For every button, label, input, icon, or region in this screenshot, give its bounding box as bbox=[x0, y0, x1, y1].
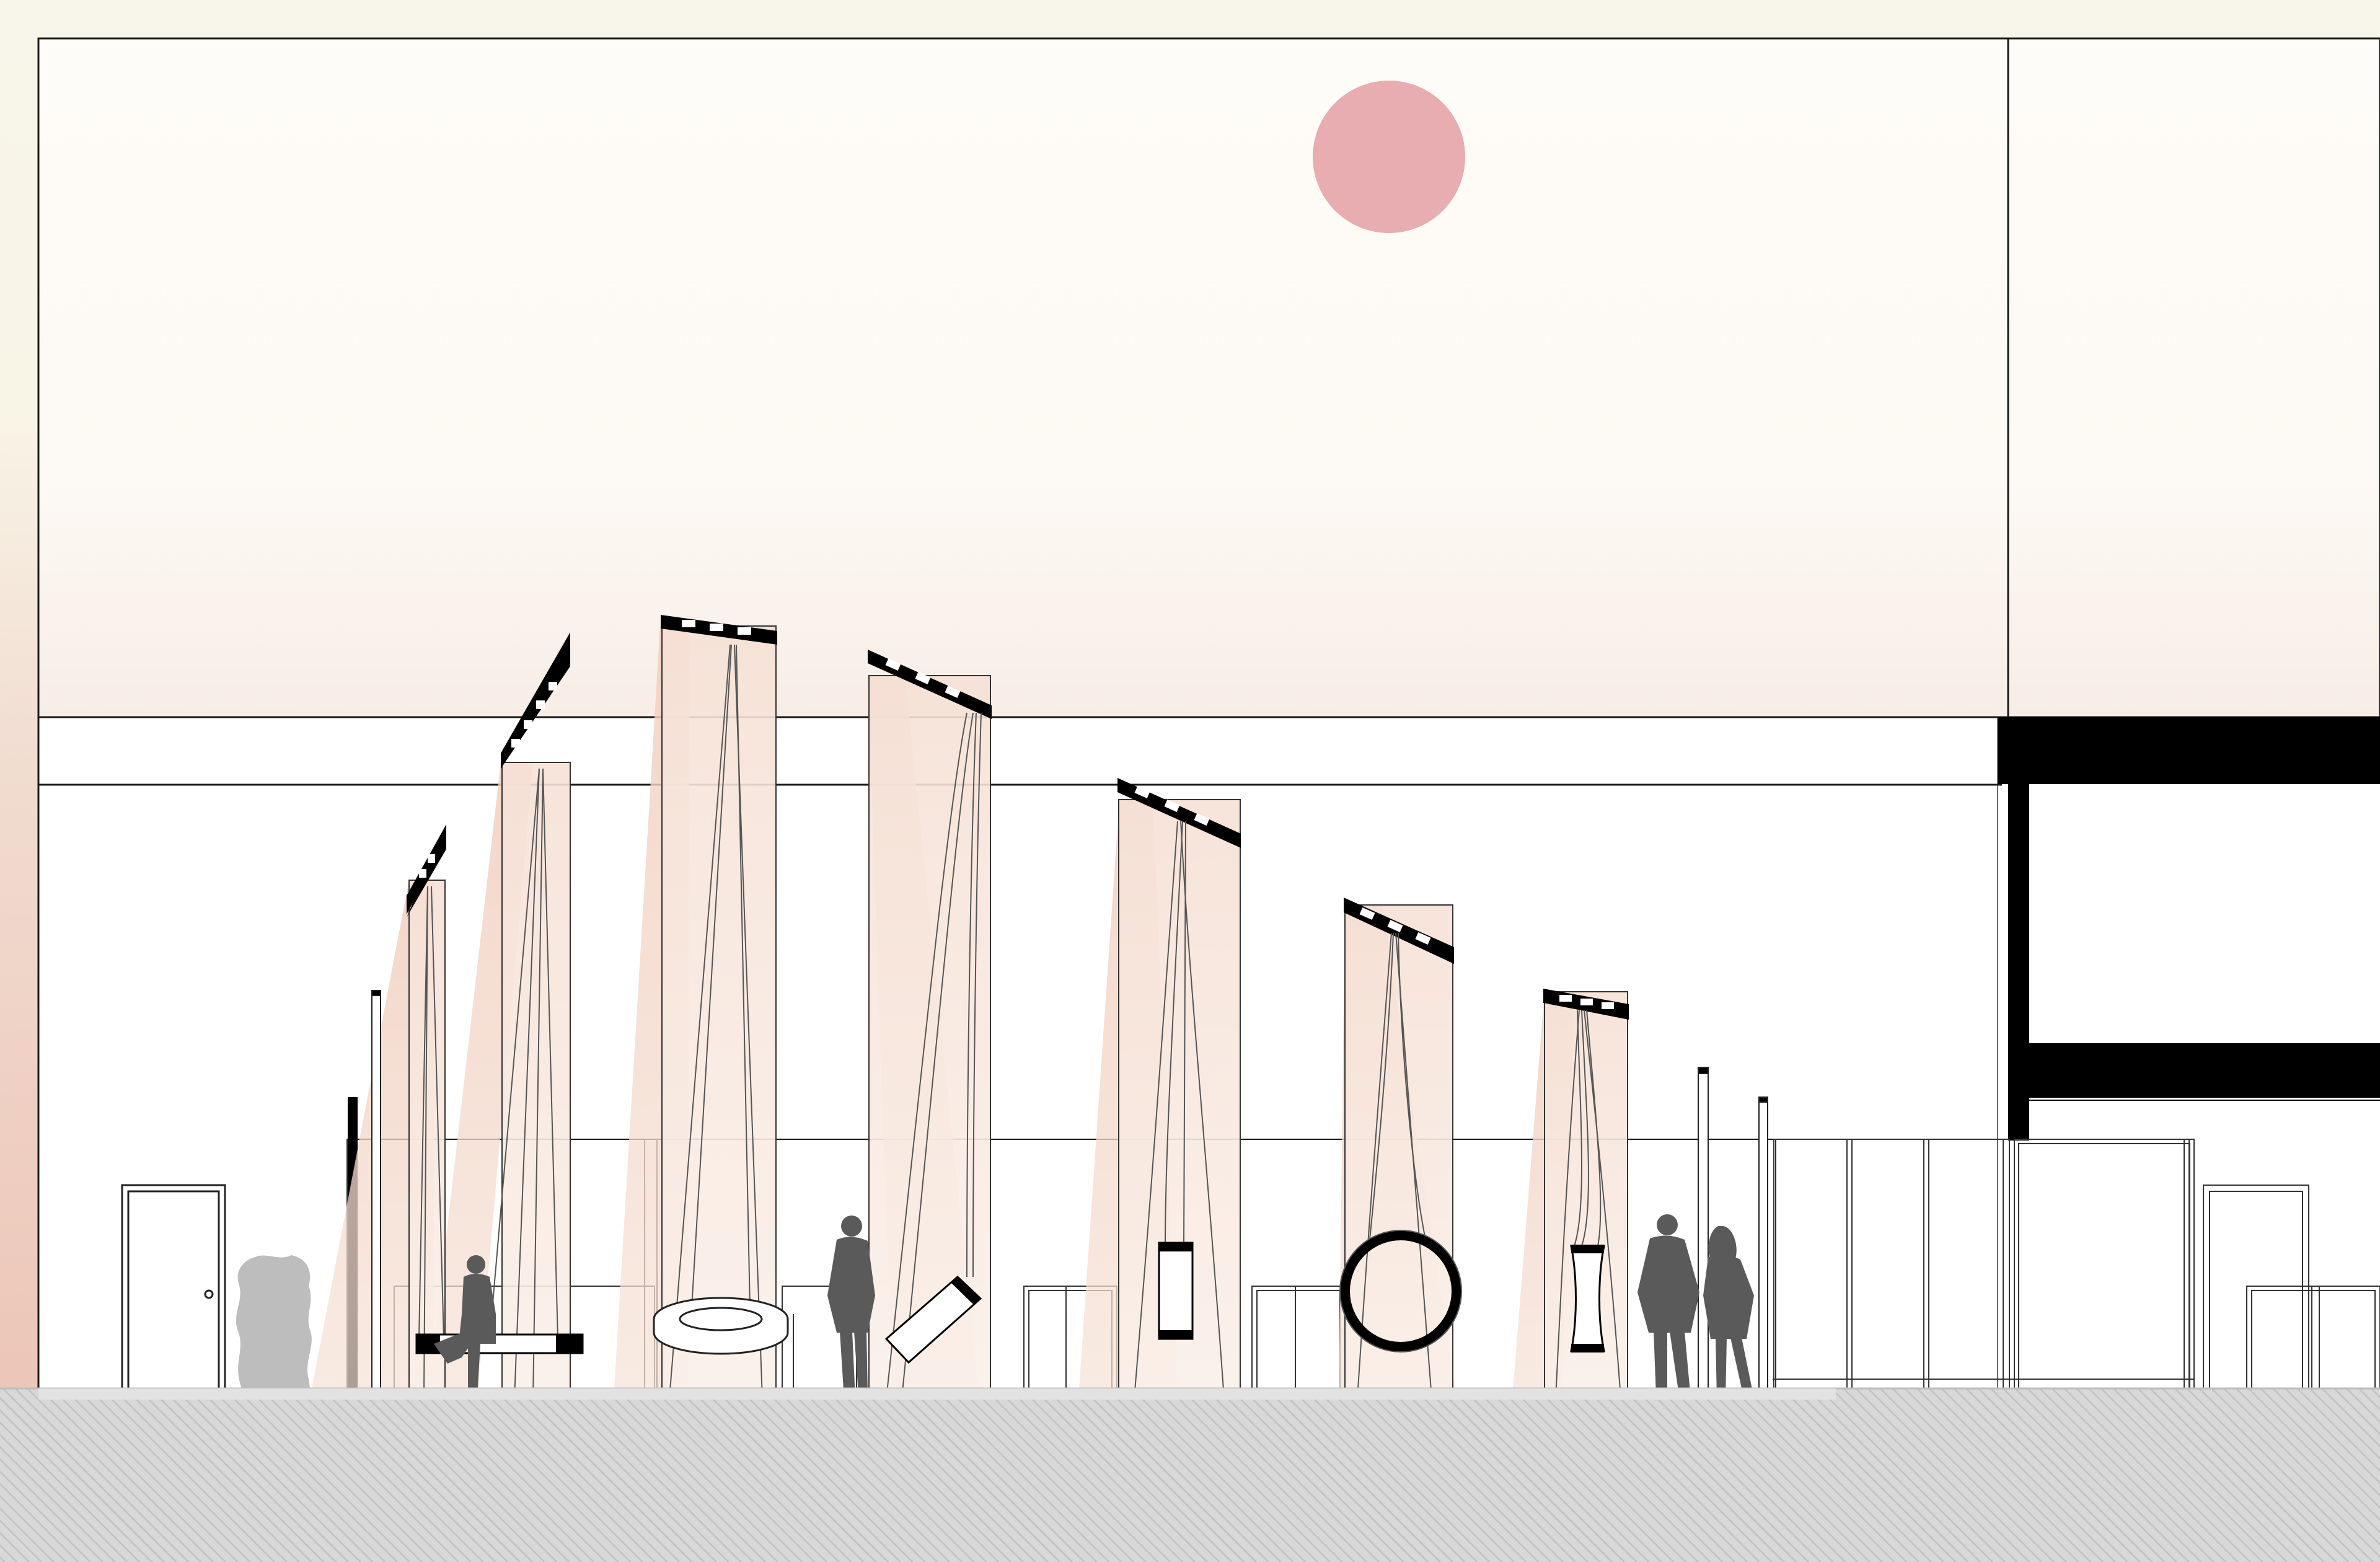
sky-panel bbox=[37, 37, 2009, 718]
vertical-seat-swing bbox=[1158, 1242, 1194, 1340]
person-sitting bbox=[434, 1255, 496, 1398]
left-margin-band bbox=[0, 0, 38, 1388]
top-margin-band bbox=[0, 0, 2380, 38]
person-standing-woman bbox=[1703, 1226, 1754, 1400]
person-standing-man bbox=[1637, 1214, 1699, 1400]
swing-tower-1 bbox=[407, 824, 446, 1399]
swing-tower-4 bbox=[868, 650, 992, 1399]
tilted-seat-swing bbox=[884, 1275, 982, 1364]
curved-seat-swing bbox=[1570, 1245, 1605, 1352]
ring-swing bbox=[1339, 1230, 1462, 1352]
swing-tower-3 bbox=[661, 615, 777, 1399]
tire-swing bbox=[653, 1297, 789, 1355]
right-structure-frame bbox=[1998, 717, 2380, 1141]
person-walking bbox=[827, 1216, 875, 1400]
swing-tower-2 bbox=[489, 632, 571, 1399]
ground-hatch bbox=[0, 1388, 2380, 1562]
floor-slab bbox=[38, 1388, 1836, 1400]
sun bbox=[1313, 81, 1465, 233]
plant bbox=[236, 1255, 312, 1388]
cafe-table-4 bbox=[2246, 1286, 2380, 1390]
sky-panel-right bbox=[2007, 37, 2380, 718]
